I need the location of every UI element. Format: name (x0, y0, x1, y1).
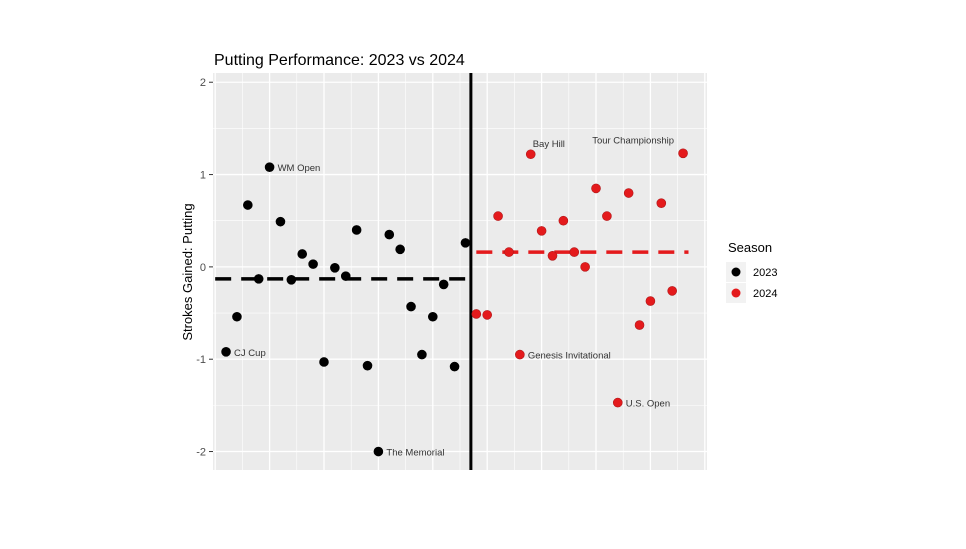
legend: Season 2023 2024 (726, 240, 777, 303)
data-point-2024 (667, 286, 677, 296)
point-label: Genesis Invitational (528, 351, 611, 362)
data-point-2024 (602, 211, 612, 221)
data-point-2023 (351, 225, 362, 235)
data-point-2024 (634, 320, 645, 330)
data-point-2024 (656, 198, 667, 208)
data-point-2024 (678, 148, 688, 159)
data-point-2024 (525, 149, 536, 160)
point-label: Bay Hill (533, 139, 565, 150)
data-point-2024 (591, 183, 601, 194)
data-point-2023 (221, 347, 231, 357)
data-point-2023 (406, 301, 416, 312)
data-point-2023 (253, 274, 264, 284)
data-point-2024 (515, 349, 525, 360)
data-point-2024 (547, 251, 558, 261)
data-point-2023 (308, 259, 318, 269)
point-label: U.S. Open (626, 399, 670, 410)
point-label: Tour Championship (592, 135, 674, 146)
plot-area: -2 -1 0 1 2 CJ Cup WM Open The Memorial Genesis … (196, 73, 707, 470)
data-point-2023 (330, 263, 340, 273)
data-point-2024 (569, 247, 580, 257)
data-point-2024 (645, 296, 656, 306)
data-point-2024 (558, 215, 569, 226)
data-point-2024 (623, 188, 634, 198)
data-point-2023 (417, 349, 427, 360)
data-point-2023 (286, 275, 297, 285)
data-point-2023 (362, 360, 373, 371)
data-point-2024 (504, 247, 514, 257)
legend-title: Season (728, 240, 772, 255)
data-point-2023 (460, 238, 471, 248)
data-point-2023 (264, 162, 275, 172)
chart-title: Putting Performance: 2023 vs 2024 (214, 52, 465, 69)
point-label: CJ Cup (234, 348, 266, 359)
y-tick-label: 1 (200, 170, 206, 182)
data-point-2024 (580, 262, 590, 272)
point-label: The Memorial (386, 448, 444, 459)
data-point-2023 (275, 216, 286, 227)
data-point-2023 (297, 249, 308, 259)
data-point-2023 (373, 446, 384, 457)
legend-marker-2024 (731, 288, 741, 298)
legend-label-2024: 2024 (753, 288, 777, 300)
data-point-2024 (471, 309, 482, 319)
data-point-2023 (395, 244, 405, 255)
legend-marker-2023 (731, 267, 741, 277)
data-point-2023 (427, 311, 438, 322)
data-point-2024 (536, 226, 547, 236)
data-point-2024 (612, 397, 623, 408)
data-point-2023 (319, 357, 329, 367)
y-axis-label: Strokes Gained: Putting (180, 203, 195, 340)
y-tick-label: 2 (200, 77, 206, 89)
y-tick-label: 0 (200, 262, 206, 274)
y-tick-label: -2 (196, 447, 206, 459)
data-point-2023 (243, 200, 253, 210)
data-point-2024 (482, 310, 493, 320)
data-point-2023 (449, 361, 460, 372)
y-tick-label: -1 (196, 354, 206, 366)
legend-label-2023: 2023 (753, 267, 777, 279)
data-point-2024 (493, 211, 503, 221)
data-point-2023 (438, 279, 449, 290)
point-label: WM Open (278, 163, 321, 174)
data-point-2023 (232, 311, 242, 322)
data-point-2023 (384, 229, 395, 240)
data-point-2023 (340, 271, 351, 281)
